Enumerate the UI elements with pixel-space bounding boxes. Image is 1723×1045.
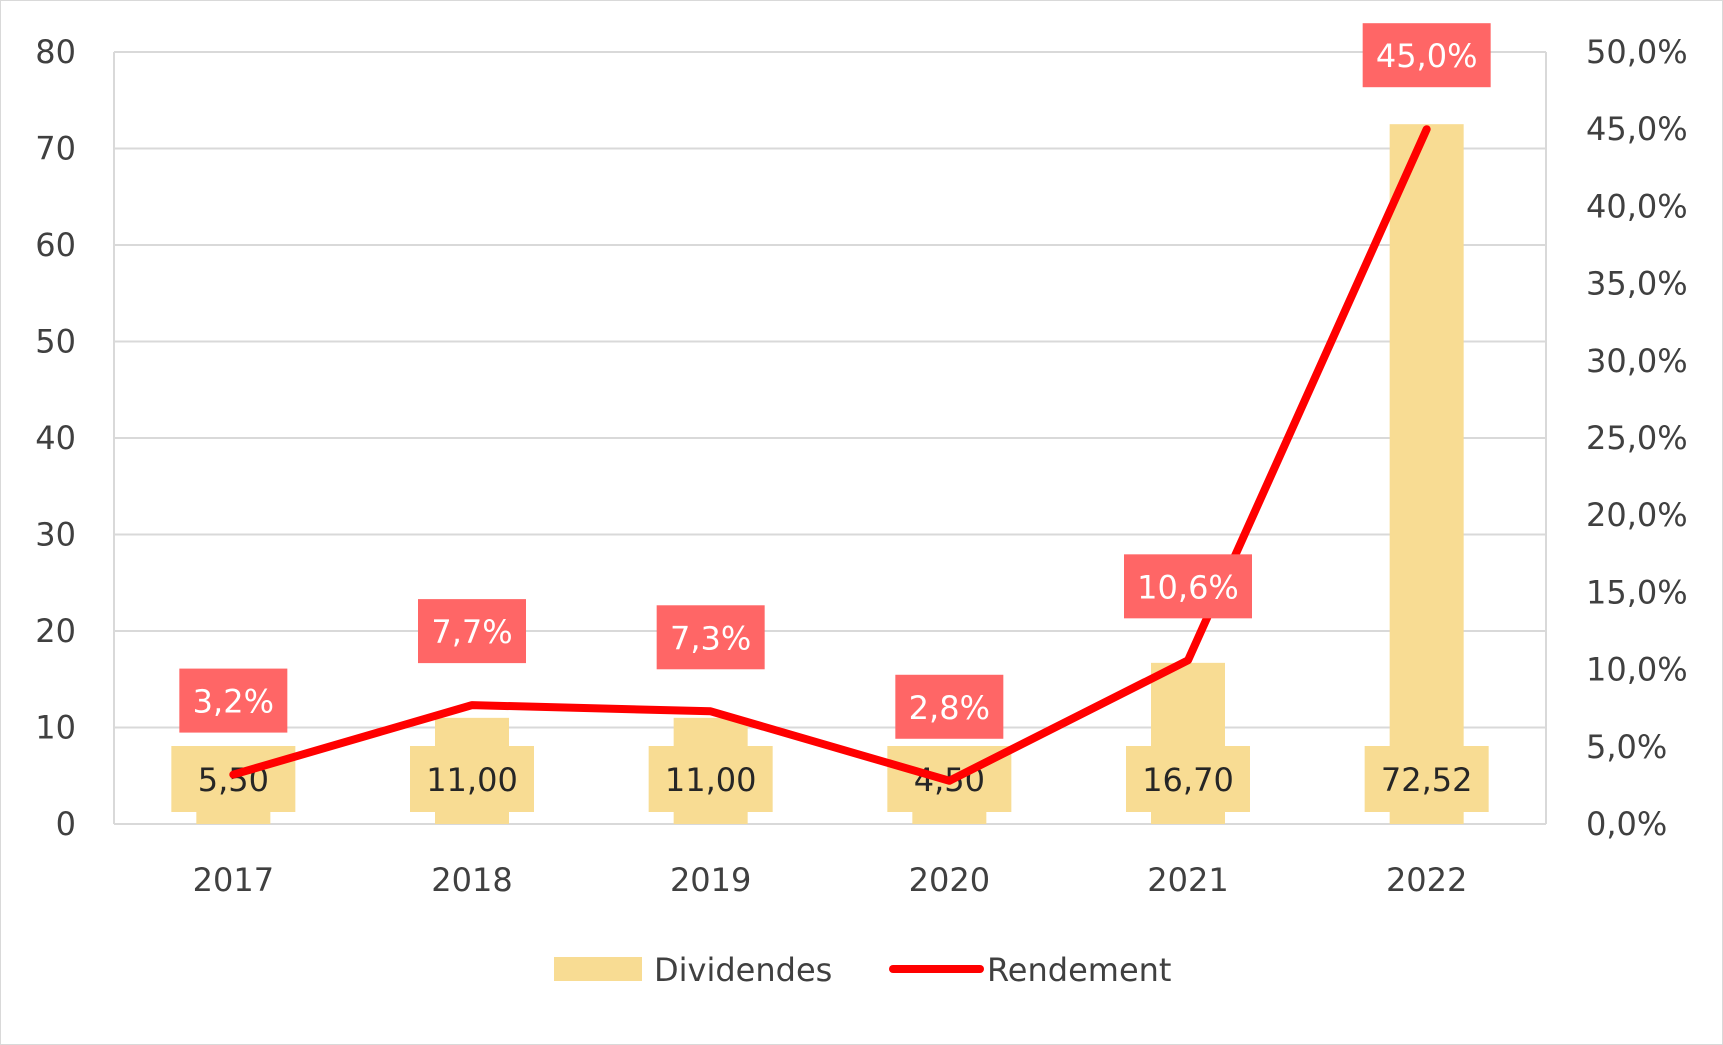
left-tick-label: 10 [35, 709, 76, 747]
line-label-box [656, 605, 765, 670]
right-tick-label: 30,0% [1586, 342, 1688, 380]
bar-label-box [648, 746, 773, 812]
bar-label-box [1364, 746, 1489, 812]
right-tick-label: 0,0% [1586, 805, 1667, 843]
line-data-label: 2,8% [909, 689, 990, 727]
left-axis: 0 10 20 30 40 50 60 70 80 [35, 33, 76, 843]
x-axis: 2017 2018 2019 2020 2021 2022 [193, 861, 1468, 899]
x-tick-label: 2019 [670, 861, 751, 899]
bar-data-label: 11,00 [665, 761, 757, 799]
line-label-box [418, 599, 526, 664]
x-tick-label: 2021 [1147, 861, 1228, 899]
line-data-label: 10,6% [1137, 568, 1239, 606]
x-tick-label: 2018 [431, 861, 512, 899]
x-tick-label: 2017 [193, 861, 274, 899]
rendement-data-labels: 3,2% 7,7% 7,3% 2,8% 10,6% 45,0% [179, 23, 1491, 739]
line-rendement [229, 125, 1431, 785]
left-tick-label: 0 [56, 805, 76, 843]
dividendes-data-labels: 5,50 11,00 11,00 4,50 16,70 72,52 [171, 746, 1489, 812]
right-tick-label: 15,0% [1586, 573, 1688, 611]
right-tick-label: 10,0% [1586, 651, 1688, 689]
line-label-box [895, 674, 1004, 739]
right-axis: 0,0% 5,0% 10,0% 15,0% 20,0% 25,0% 30,0% 35,0% 40… [1586, 33, 1688, 843]
right-tick-label: 40,0% [1586, 187, 1688, 225]
line-label-box [1362, 23, 1491, 88]
right-tick-label: 45,0% [1586, 110, 1688, 148]
bar-data-label: 11,00 [426, 761, 518, 799]
bar-label-box [410, 746, 534, 812]
line-data-label: 7,3% [670, 619, 751, 657]
bar-label-box [171, 746, 296, 812]
left-tick-label: 40 [35, 419, 76, 457]
left-tick-label: 30 [35, 516, 76, 554]
left-tick-label: 20 [35, 612, 76, 650]
right-tick-label: 5,0% [1586, 728, 1667, 766]
bar-dividendes [1389, 124, 1464, 824]
line-data-label: 7,7% [431, 613, 512, 651]
legend-label-dividendes: Dividendes [654, 951, 832, 989]
right-tick-label: 50,0% [1586, 33, 1688, 71]
x-tick-label: 2020 [909, 861, 990, 899]
x-tick-label: 2022 [1386, 861, 1467, 899]
right-tick-label: 20,0% [1586, 496, 1688, 534]
left-tick-label: 70 [35, 130, 76, 168]
left-tick-label: 80 [35, 33, 76, 71]
bar-data-label: 72,52 [1381, 761, 1473, 799]
line-data-label: 3,2% [193, 683, 274, 721]
left-tick-label: 60 [35, 226, 76, 264]
bar-label-box [1126, 746, 1250, 812]
line-label-box [1124, 554, 1252, 619]
legend-label-rendement: Rendement [987, 951, 1171, 989]
rendement-line [229, 125, 1431, 785]
line-data-label: 45,0% [1376, 37, 1478, 75]
line-label-box [179, 668, 288, 733]
right-tick-label: 35,0% [1586, 265, 1688, 303]
legend-swatch-dividendes [554, 957, 642, 981]
right-tick-label: 25,0% [1586, 419, 1688, 457]
left-tick-label: 50 [35, 323, 76, 361]
legend: Dividendes Rendement [554, 951, 1171, 989]
bar-data-label: 16,70 [1142, 761, 1234, 799]
gridlines [113, 51, 1547, 825]
